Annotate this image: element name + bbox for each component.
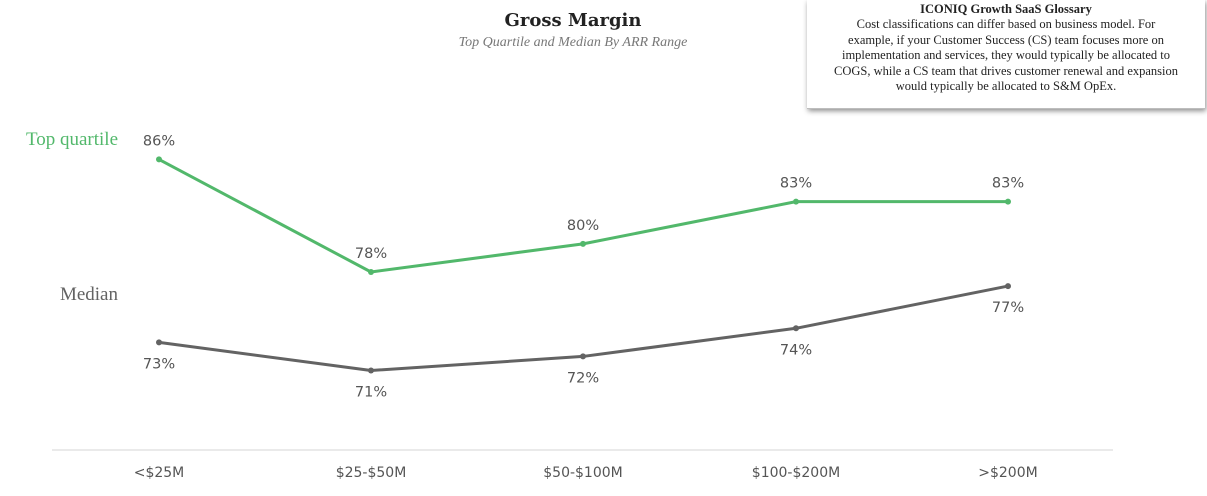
series-name-median: Median [60,284,119,305]
data-point-median[interactable] [793,325,799,332]
x-tick-label: $25-$50M [336,465,407,481]
x-tick-label: $100-$200M [752,465,840,481]
data-label-top-quartile: 86% [143,133,175,149]
data-point-top-quartile[interactable] [156,156,162,163]
data-point-top-quartile[interactable] [580,240,586,247]
chart-title: Gross Margin [504,10,642,31]
data-point-median[interactable] [1005,283,1011,290]
glossary-line: Cost classifications can differ based on… [856,17,1156,31]
x-tick-label: $50-$100M [543,465,622,481]
chart-subtitle: Top Quartile and Median By ARR Range [458,35,688,50]
glossary-title: ICONIQ Growth SaaS Glossary [920,2,1092,16]
series-name-top-quartile: Top quartile [26,129,118,150]
data-label-median: 73% [143,356,175,372]
x-tick-labels: <$25M $25-$50M $50-$100M $100-$200M >$200M [134,465,1038,481]
x-tick-label: >$200M [978,465,1037,481]
data-point-top-quartile[interactable] [368,269,374,275]
data-label-median: 77% [992,300,1024,316]
data-point-median[interactable] [580,353,586,360]
data-label-top-quartile: 78% [355,246,387,262]
data-label-median: 72% [567,370,599,386]
glossary-line: example, if your Customer Success (CS) t… [848,32,1164,47]
glossary-tooltip: ICONIQ Growth SaaS Glossary Cost classif… [807,0,1205,109]
series-layer: 86% 78% 80% 83% 83% 73% 71% 72% 74% 77% [143,133,1024,400]
glossary-line: COGS, while a CS team that drives custom… [833,63,1179,78]
data-point-top-quartile[interactable] [793,198,799,205]
data-label-median: 74% [780,342,812,358]
x-tick-label: <$25M [134,465,185,481]
series-line-top-quartile [158,158,1008,274]
data-point-top-quartile[interactable] [1005,198,1011,205]
glossary-line: would typically be allocated to S&M OpEx… [895,79,1117,93]
glossary-line: implementation and services, they would … [841,48,1171,62]
data-label-top-quartile: 83% [992,176,1024,192]
data-point-median[interactable] [368,367,374,374]
data-label-top-quartile: 83% [780,176,812,192]
data-point-median[interactable] [156,339,162,346]
data-label-top-quartile: 80% [567,218,599,234]
data-label-median: 71% [355,385,387,401]
series-legend-labels: Top quartile Median [26,129,119,305]
glossary-text: Cost classifications can differ based on… [807,17,1205,95]
